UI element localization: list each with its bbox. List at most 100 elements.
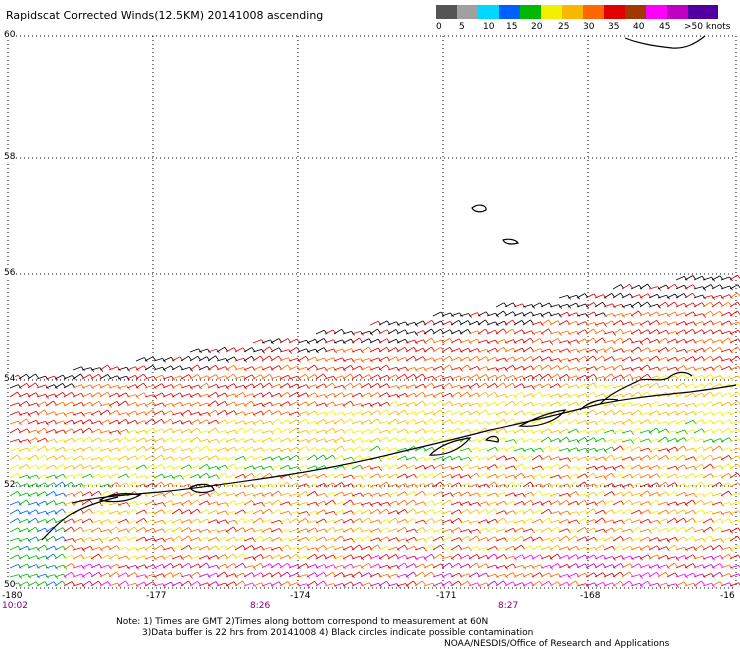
wind-barb <box>225 356 235 362</box>
wind-barb <box>540 436 549 443</box>
wind-barb <box>729 463 738 470</box>
wind-barb-feather <box>369 582 373 588</box>
wind-barb <box>684 403 694 407</box>
wind-barb <box>729 573 739 578</box>
wind-barb <box>450 391 459 398</box>
wind-barb-feather <box>386 580 390 586</box>
wind-barb <box>108 392 118 398</box>
wind-barb <box>684 311 694 317</box>
wind-barb-feather <box>503 321 508 326</box>
wind-barb <box>549 373 558 380</box>
wind-barb <box>396 509 406 515</box>
wind-barb-feather <box>323 338 328 343</box>
wind-barb <box>666 556 676 560</box>
wind-barb <box>666 346 675 353</box>
wind-barb <box>171 518 181 524</box>
wind-barb <box>171 555 181 560</box>
wind-barb <box>153 519 163 524</box>
wind-barb <box>261 339 271 344</box>
wind-barb-feather <box>512 348 517 353</box>
wind-barb <box>594 294 604 299</box>
wind-barb <box>612 509 622 515</box>
wind-barb <box>630 546 640 551</box>
wind-barb <box>189 571 198 578</box>
wind-barb <box>423 375 433 380</box>
lat-label-56: 56 <box>4 268 16 278</box>
wind-barb <box>369 402 379 407</box>
wind-barb <box>189 427 198 434</box>
wind-barb <box>648 582 658 587</box>
wind-barb-feather <box>359 455 364 460</box>
wind-barb <box>81 518 91 524</box>
wind-barb-feather <box>566 436 570 442</box>
wind-barb-feather <box>53 535 57 541</box>
wind-barb-feather <box>26 464 31 469</box>
wind-barb <box>630 464 640 470</box>
wind-barb-feather <box>629 446 634 451</box>
wind-barb <box>486 455 495 461</box>
wind-barb-feather <box>575 419 580 424</box>
wind-barb-feather <box>62 392 67 397</box>
wind-barb <box>324 366 334 371</box>
wind-barb <box>504 302 514 308</box>
wind-barb-feather <box>224 563 229 569</box>
wind-barb <box>180 544 189 551</box>
wind-barb <box>603 483 613 488</box>
wind-barb <box>99 501 109 506</box>
wind-barb <box>585 420 595 425</box>
wind-barb-feather <box>449 499 453 505</box>
wind-barb <box>639 545 648 551</box>
wind-barb <box>486 412 496 416</box>
wind-barb <box>189 401 199 407</box>
wind-barb-feather <box>260 383 265 388</box>
wind-barb-feather <box>332 393 337 398</box>
wind-barb-feather <box>188 580 192 586</box>
wind-barb <box>585 430 595 434</box>
wind-barb <box>261 483 271 488</box>
wind-barb-feather <box>639 537 643 543</box>
wind-barb <box>630 436 639 443</box>
wind-barb <box>378 508 387 515</box>
wind-barb <box>261 346 270 353</box>
wind-barb-feather <box>323 564 328 569</box>
wind-barb <box>495 573 505 578</box>
wind-barb <box>711 329 721 335</box>
wind-barb <box>333 518 343 524</box>
wind-barb <box>477 537 487 542</box>
wind-barb-feather <box>242 438 247 443</box>
wind-barb <box>45 439 55 443</box>
wind-barb-feather <box>261 402 265 408</box>
wind-barb <box>198 455 208 461</box>
wind-barb-feather <box>359 374 364 379</box>
wind-barb-feather <box>107 455 112 460</box>
wind-barb <box>144 482 154 488</box>
wind-barb-feather <box>638 346 642 352</box>
wind-barb <box>99 554 109 560</box>
wind-barb-feather <box>251 473 256 478</box>
wind-barb <box>693 454 702 461</box>
wind-barb <box>567 302 577 308</box>
wind-barb <box>648 329 657 335</box>
wind-barb-feather <box>603 465 607 471</box>
wind-barb <box>495 346 504 353</box>
wind-barb <box>306 392 316 398</box>
wind-barb <box>333 528 343 533</box>
wind-barb-feather <box>143 373 147 379</box>
wind-barb <box>180 420 190 425</box>
wind-barb-feather <box>215 537 220 542</box>
wind-speed-colorbar <box>436 5 718 19</box>
wind-barb <box>36 394 46 398</box>
wind-barb <box>621 499 630 506</box>
wind-barb <box>558 448 568 452</box>
wind-barb-feather <box>53 411 58 416</box>
wind-barb-feather <box>629 580 633 586</box>
wind-barb-feather <box>557 463 561 469</box>
wind-barb <box>126 455 136 461</box>
wind-barb-feather <box>720 339 724 344</box>
wind-barb-feather <box>674 346 678 352</box>
wind-barb <box>180 374 189 380</box>
wind-barb <box>666 402 676 407</box>
wind-barb-feather <box>567 528 571 534</box>
wind-barb-feather <box>702 438 706 443</box>
wind-barb <box>162 393 172 398</box>
